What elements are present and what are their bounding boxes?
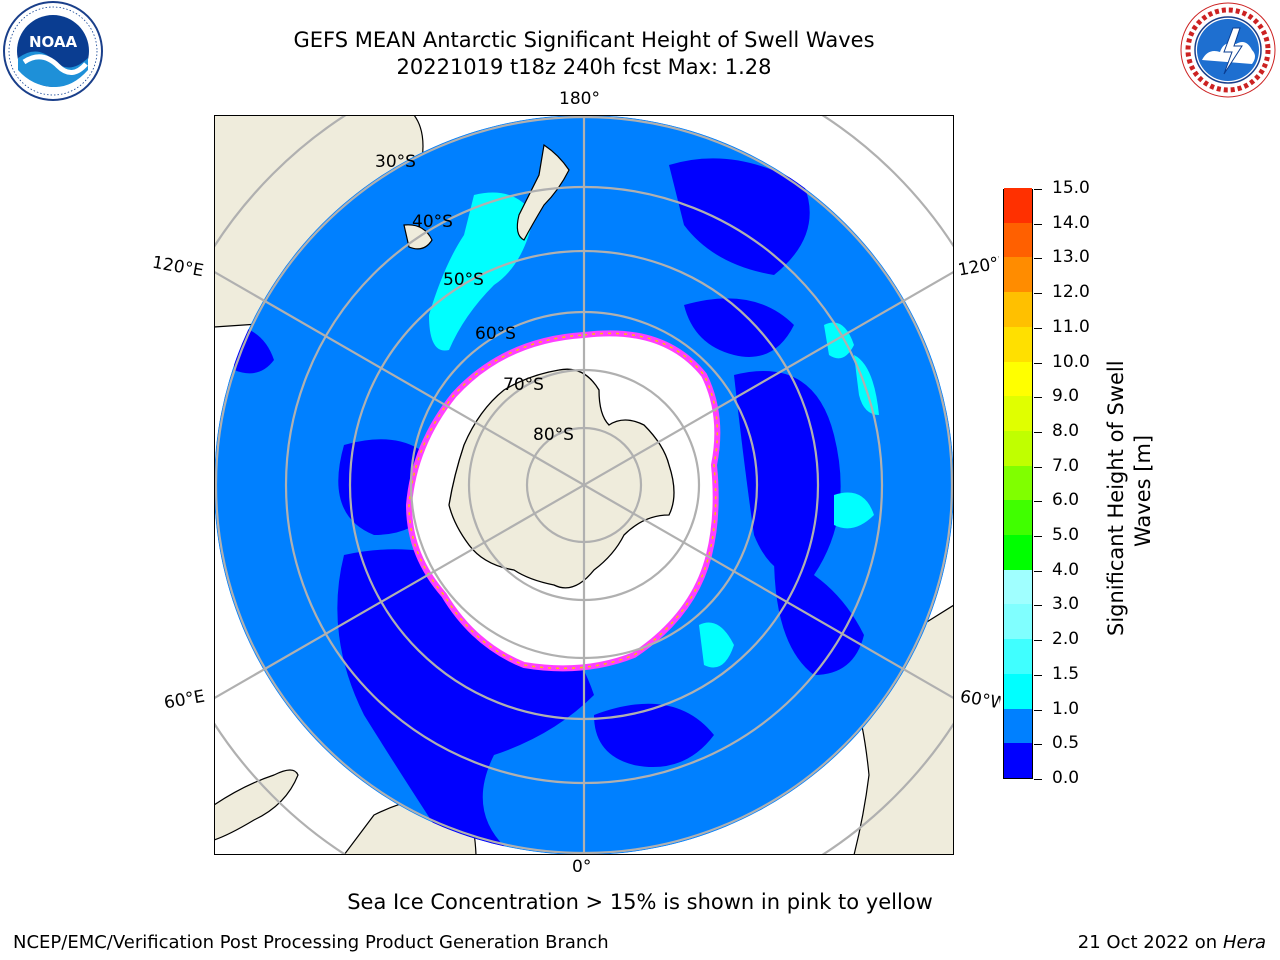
chart-title: GEFS MEAN Antarctic Significant Height o… (293, 28, 875, 52)
low-swell-region (669, 158, 810, 275)
colorbar-tick (1034, 466, 1042, 468)
colorbar-tick (1034, 536, 1042, 538)
colorbar-tick (1034, 362, 1042, 364)
colorbar-segment (1004, 499, 1032, 536)
lon-label-180: 180° (559, 89, 600, 109)
date-text: 21 Oct 2022 on (1077, 932, 1223, 953)
noaa-logo-text: NOAA (29, 33, 78, 51)
colorbar-segment (1004, 534, 1032, 570)
colorbar-tick-label: 2.0 (1052, 629, 1080, 650)
colorbar-tick (1034, 431, 1042, 433)
colorbar-tick-label: 1.0 (1052, 698, 1080, 719)
madagascar-land (214, 769, 299, 841)
low-swell-region (594, 703, 714, 767)
colorbar-tick-label: 1.5 (1052, 663, 1080, 684)
high-swell-region (824, 322, 854, 359)
colorbar-segment (1004, 742, 1032, 778)
colorbar-tick (1034, 640, 1042, 642)
colorbar-tick-label: 4.0 (1052, 559, 1080, 580)
polar-map (214, 115, 954, 855)
colorbar-tick-label: 9.0 (1052, 386, 1080, 407)
colorbar-tick (1034, 501, 1042, 503)
chart-subtitle: 20221019 t18z 240h fcst Max: 1.28 (396, 55, 772, 79)
colorbar-tick (1034, 223, 1042, 225)
high-swell-region (699, 622, 734, 668)
colorbar-tick (1034, 293, 1042, 295)
high-swell-region (834, 492, 874, 529)
colorbar-segment (1004, 638, 1032, 674)
lon-label-0: 0° (572, 857, 592, 877)
high-swell-region (429, 192, 534, 351)
lat-label-30s: 30°S (375, 152, 416, 172)
colorbar-tick-label: 11.0 (1052, 316, 1090, 337)
colorbar-tick-label: 10.0 (1052, 351, 1090, 372)
colorbar-segment (1004, 187, 1032, 223)
colorbar-tick (1034, 397, 1042, 399)
date-credit: 21 Oct 2022 on Hera (1078, 932, 1266, 953)
colorbar-label-line1: Significant Height of Swell (1104, 360, 1128, 636)
colorbar-tick-label: 3.0 (1052, 594, 1080, 615)
colorbar-segment (1004, 569, 1032, 605)
lat-label-60s: 60°S (475, 324, 516, 344)
branch-credit: NCEP/EMC/Verification Post Processing Pr… (13, 932, 609, 953)
colorbar-tick-label: 7.0 (1052, 455, 1080, 476)
colorbar-segment (1004, 256, 1032, 293)
colorbar-tick (1034, 744, 1042, 746)
colorbar-segment (1004, 395, 1032, 431)
longitude-grid (214, 115, 954, 855)
colorbar-tick-label: 15.0 (1052, 178, 1090, 198)
lon-label-120e: 120°E (150, 252, 206, 282)
colorbar-segment (1004, 465, 1032, 501)
colorbar-segment (1004, 673, 1032, 709)
lon-label-120w: 120°W (956, 253, 1002, 281)
colorbar-tick (1034, 779, 1042, 780)
lon-label-60e: 60°E (162, 686, 207, 714)
colorbar-segment (1004, 430, 1032, 466)
colorbar-tick (1034, 189, 1042, 190)
colorbar-tick (1034, 674, 1042, 676)
colorbar-tick-label: 12.0 (1052, 282, 1090, 303)
lat-label-40s: 40°S (412, 212, 453, 232)
colorbar-tick-label: 8.0 (1052, 420, 1080, 441)
colorbar-segment (1004, 603, 1032, 640)
low-swell-region (684, 298, 794, 357)
lon-label-60w: 60°W (958, 686, 1002, 714)
colorbar-tick (1034, 258, 1042, 260)
noaa-logo: NOAA (3, 1, 103, 101)
colorbar (1003, 187, 1033, 779)
antarctica-land (448, 368, 675, 589)
colorbar-tick-label: 14.0 (1052, 212, 1090, 233)
colorbar-tick (1034, 709, 1042, 711)
colorbar-segment (1004, 291, 1032, 327)
colorbar-tick-label: 13.0 (1052, 247, 1090, 268)
colorbar-tick-label: 6.0 (1052, 490, 1080, 511)
machine-name: Hera (1222, 932, 1266, 953)
colorbar-label-line2: Waves [m] (1131, 434, 1155, 547)
lat-label-50s: 50°S (443, 270, 484, 290)
colorbar-tick-label: 5.0 (1052, 525, 1080, 546)
lat-label-80s: 80°S (533, 425, 574, 445)
colorbar-tick (1034, 605, 1042, 607)
colorbar-tick-label: 0.5 (1052, 733, 1080, 754)
high-swell-region (854, 355, 879, 415)
sea-ice-note: Sea Ice Concentration > 15% is shown in … (347, 890, 933, 914)
colorbar-tick (1034, 327, 1042, 329)
colorbar-tick (1034, 570, 1042, 572)
colorbar-segment (1004, 222, 1032, 258)
colorbar-segment (1004, 361, 1032, 397)
nws-logo (1180, 2, 1276, 98)
lat-label-70s: 70°S (503, 375, 544, 395)
colorbar-tick-label: 0.0 (1052, 768, 1080, 788)
colorbar-segment (1004, 708, 1032, 744)
colorbar-segment (1004, 326, 1032, 362)
new-zealand-land (516, 143, 570, 241)
